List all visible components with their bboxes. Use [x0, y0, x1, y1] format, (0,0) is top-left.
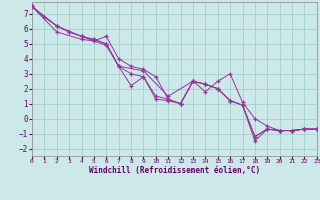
- X-axis label: Windchill (Refroidissement éolien,°C): Windchill (Refroidissement éolien,°C): [89, 166, 260, 175]
